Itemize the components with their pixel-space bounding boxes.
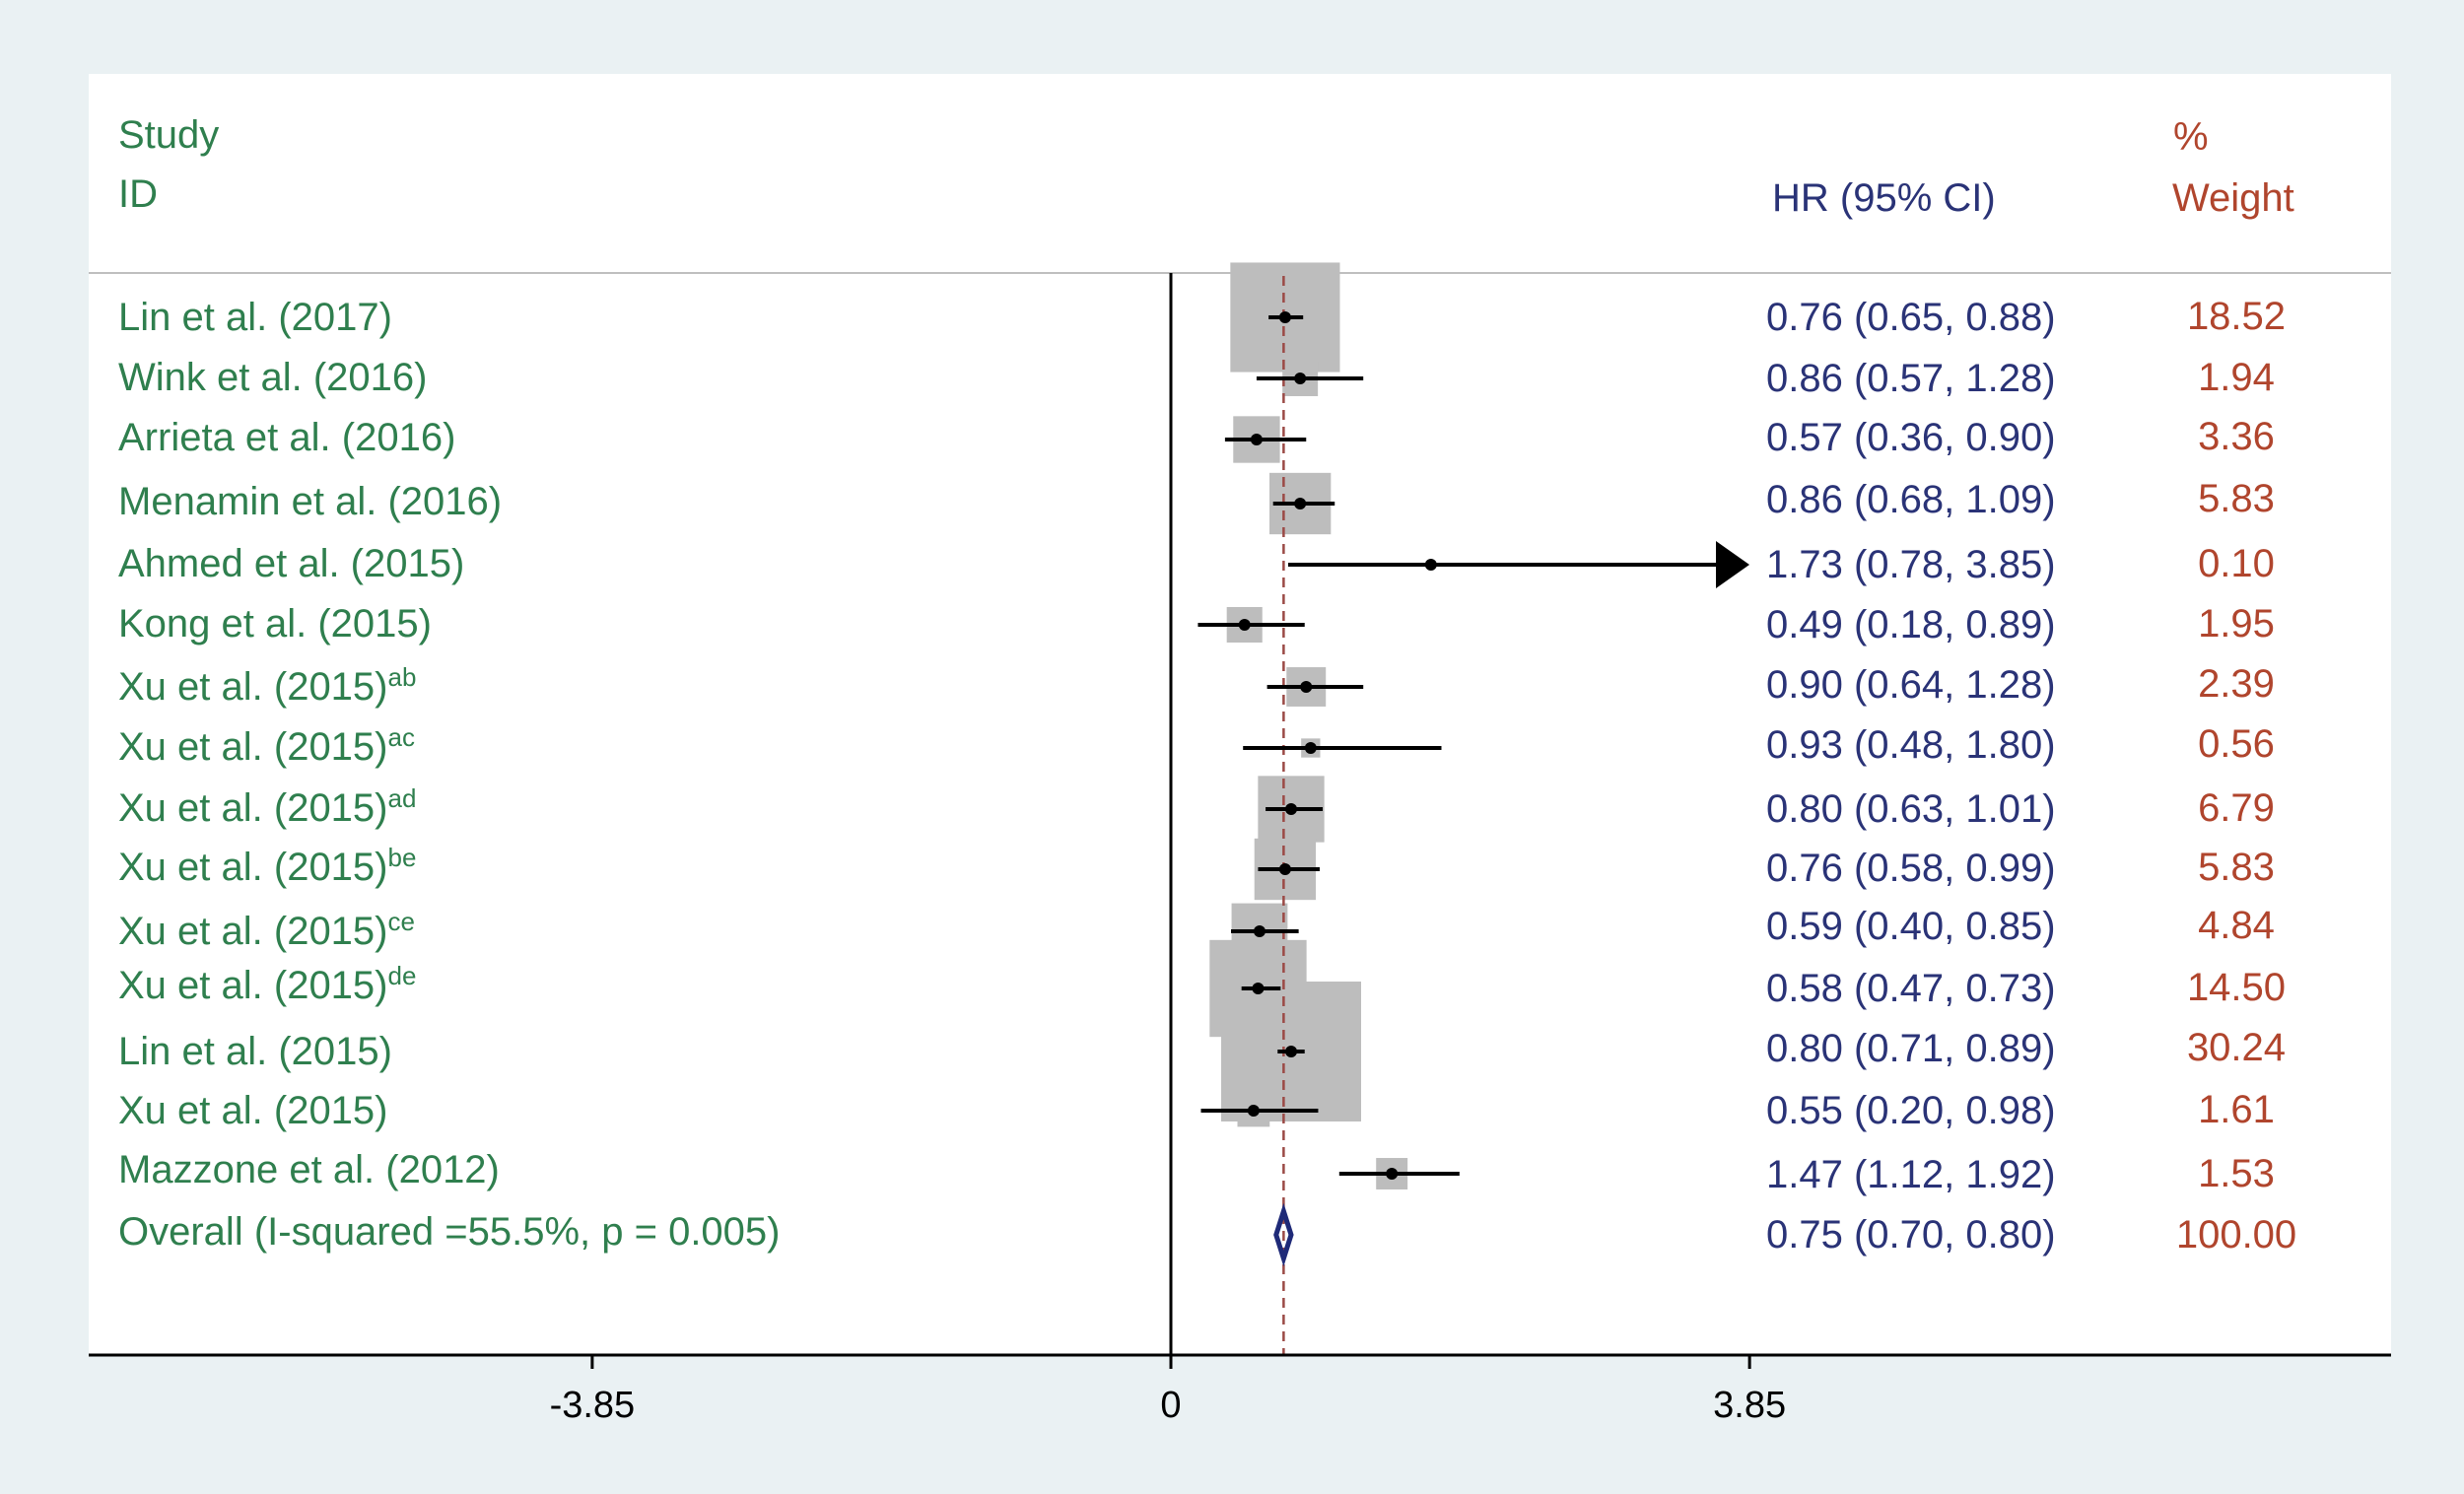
ci-text: 0.55 (0.20, 0.98): [1766, 1089, 2056, 1132]
header-id: ID: [118, 172, 158, 216]
study-label: Kong et al. (2015): [118, 602, 432, 645]
weight-text: 1.94: [2198, 356, 2275, 399]
study-label: Xu et al. (2015)ab: [118, 662, 416, 709]
overall-weight-text: 100.00: [2176, 1213, 2296, 1256]
point-estimate: [1294, 373, 1307, 384]
forest-labels: Lin et al. (2017) 0.76 (0.65, 0.88) 18.52 W…: [118, 295, 2296, 1256]
ci-text: 0.49 (0.18, 0.89): [1766, 603, 2056, 646]
point-estimate: [1252, 983, 1265, 994]
weight-text: 2.39: [2198, 662, 2275, 706]
weight-text: 14.50: [2187, 966, 2286, 1009]
weight-text: 6.79: [2198, 786, 2275, 830]
ci-text: 0.90 (0.64, 1.28): [1766, 663, 2056, 707]
ci-text: 0.76 (0.65, 0.88): [1766, 296, 2056, 339]
weight-text: 4.84: [2198, 904, 2275, 947]
point-estimate: [1294, 498, 1307, 509]
ci-text: 0.80 (0.71, 0.89): [1766, 1027, 2056, 1070]
study-label: Lin et al. (2017): [118, 296, 392, 339]
point-estimate: [1247, 1105, 1260, 1117]
study-label: Menamin et al. (2016): [118, 480, 502, 523]
weight-text: 1.53: [2198, 1152, 2275, 1195]
weight-text: 0.56: [2198, 722, 2275, 766]
x-tick-label: 0: [1160, 1385, 1181, 1426]
ci-text: 0.58 (0.47, 0.73): [1766, 967, 2056, 1010]
study-label: Xu et al. (2015): [118, 1089, 388, 1132]
x-tick-label: -3.85: [550, 1385, 636, 1426]
ci-text: 0.86 (0.57, 1.28): [1766, 357, 2056, 400]
forest-marks: [1169, 262, 1749, 1355]
overall-diamond: [1273, 1202, 1294, 1267]
x-axis: -3.85 0 3.85: [89, 1353, 2391, 1426]
study-label: Xu et al. (2015)be: [118, 843, 416, 889]
study-label: Xu et al. (2015)ac: [118, 722, 415, 769]
study-label: Arrieta et al. (2016): [118, 416, 455, 459]
x-tick-label: 3.85: [1713, 1385, 1786, 1426]
weight-text: 3.36: [2198, 415, 2275, 458]
ci-text: 0.93 (0.48, 1.80): [1766, 723, 2056, 767]
ci-text: 0.57 (0.36, 0.90): [1766, 416, 2056, 459]
overall-ci-text: 0.75 (0.70, 0.80): [1766, 1213, 2056, 1256]
ci-text: 0.80 (0.63, 1.01): [1766, 787, 2056, 831]
point-estimate: [1386, 1168, 1399, 1180]
point-estimate: [1278, 863, 1291, 875]
ci-text: 0.76 (0.58, 0.99): [1766, 847, 2056, 890]
overall-label: Overall (I-squared =55.5%, p = 0.005): [118, 1210, 780, 1254]
weight-text: 1.61: [2198, 1088, 2275, 1131]
point-estimate: [1278, 311, 1291, 323]
ci-text: 1.47 (1.12, 1.92): [1766, 1153, 2056, 1196]
study-label: Xu et al. (2015)ce: [118, 907, 415, 953]
weight-text: 5.83: [2198, 477, 2275, 520]
point-estimate: [1300, 681, 1313, 693]
header-hr: HR (95% CI): [1772, 176, 1996, 220]
ci-arrow: [1716, 541, 1749, 588]
point-estimate: [1253, 925, 1266, 937]
study-label: Ahmed et al. (2015): [118, 542, 464, 585]
header-percent: %: [2173, 115, 2209, 159]
weight-text: 30.24: [2187, 1026, 2286, 1069]
study-label-superscript: be: [388, 843, 417, 872]
study-label: Xu et al. (2015)ad: [118, 783, 416, 830]
point-estimate: [1285, 803, 1297, 815]
weight-text: 0.10: [2198, 542, 2275, 585]
point-estimate: [1285, 1046, 1297, 1057]
ci-text: 0.86 (0.68, 1.09): [1766, 478, 2056, 521]
study-label-superscript: de: [388, 961, 417, 990]
point-estimate: [1304, 742, 1317, 754]
study-label: Lin et al. (2015): [118, 1030, 392, 1073]
header-weight: Weight: [2172, 176, 2294, 220]
study-label-superscript: ac: [388, 722, 415, 752]
ci-text: 1.73 (0.78, 3.85): [1766, 543, 2056, 586]
study-label: Mazzone et al. (2012): [118, 1148, 500, 1191]
study-label: Wink et al. (2016): [118, 356, 427, 399]
study-label-superscript: ce: [388, 907, 415, 936]
study-label-superscript: ad: [388, 783, 417, 813]
weight-text: 18.52: [2187, 295, 2286, 338]
header-study: Study: [118, 113, 219, 157]
ci-text: 0.59 (0.40, 0.85): [1766, 905, 2056, 948]
study-label-superscript: ab: [388, 662, 417, 692]
point-estimate: [1424, 559, 1437, 571]
weight-text: 1.95: [2198, 602, 2275, 645]
point-estimate: [1250, 434, 1263, 445]
weight-text: 5.83: [2198, 846, 2275, 889]
point-estimate: [1238, 619, 1251, 631]
study-label: Xu et al. (2015)de: [118, 961, 416, 1007]
